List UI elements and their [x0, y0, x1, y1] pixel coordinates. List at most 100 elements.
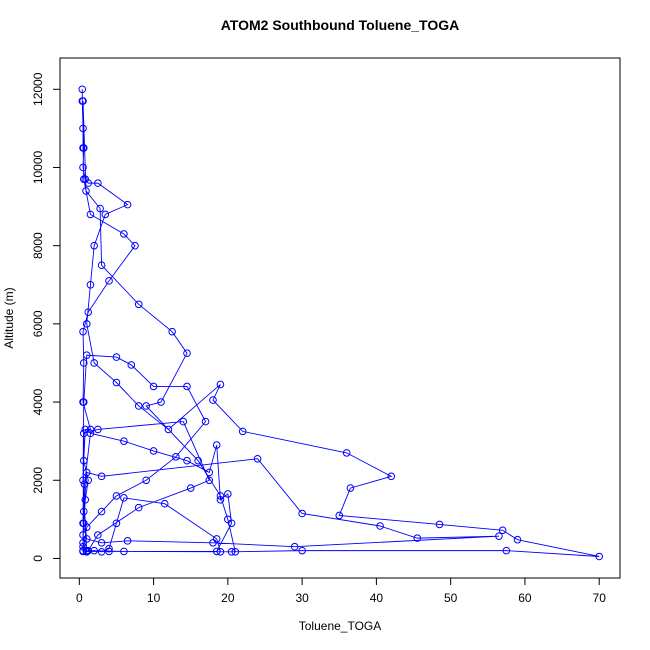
data-point — [123, 537, 132, 545]
y-tick-label: 12000 — [31, 72, 45, 106]
data-point — [253, 454, 262, 463]
chart-title: ATOM2 Southbound Toluene_TOGA — [221, 17, 460, 33]
data-point — [513, 535, 522, 544]
data-point — [97, 261, 106, 270]
data-point — [172, 452, 180, 461]
data-point — [205, 468, 214, 477]
data-point — [201, 417, 210, 426]
data-point — [86, 425, 95, 434]
data-point — [97, 539, 106, 547]
data-point — [238, 427, 247, 436]
data-point — [216, 380, 225, 389]
data-point — [179, 417, 188, 426]
data-point — [435, 520, 444, 529]
data-point — [164, 425, 173, 434]
data-point — [97, 548, 106, 556]
data-point — [81, 425, 90, 434]
data-point — [120, 230, 128, 238]
y-tick-label: 8000 — [31, 232, 45, 259]
data-point — [82, 547, 91, 556]
data-point — [112, 353, 121, 361]
data-point — [342, 449, 351, 457]
data-point — [120, 494, 128, 502]
x-tick-label: 0 — [76, 591, 83, 605]
data-point — [86, 280, 95, 289]
data-point — [79, 97, 87, 105]
x-axis-label: Toluene_TOGA — [299, 619, 382, 633]
data-point — [120, 437, 128, 445]
data-point — [78, 85, 87, 94]
data-point — [290, 542, 299, 551]
data-point — [101, 210, 110, 219]
y-tick-label: 10000 — [31, 150, 45, 184]
data-point — [186, 484, 195, 492]
data-point — [298, 546, 306, 555]
data-point — [94, 425, 102, 434]
y-tick-label: 6000 — [31, 310, 45, 337]
data-point — [227, 548, 236, 556]
data-point — [183, 382, 191, 391]
data-point — [502, 546, 511, 555]
data-point — [105, 547, 113, 556]
data-point — [183, 456, 191, 465]
data-point — [216, 496, 225, 504]
data-point — [82, 523, 91, 531]
data-point — [157, 398, 165, 406]
data-point — [168, 327, 176, 336]
data-point — [80, 480, 89, 488]
data-point — [212, 547, 221, 556]
data-point — [134, 300, 143, 309]
data-point — [346, 484, 355, 492]
data-point — [94, 179, 102, 187]
data-point — [298, 509, 306, 518]
data-point — [79, 542, 87, 551]
data-point — [105, 277, 113, 285]
data-point — [216, 548, 225, 556]
data-point — [595, 552, 604, 561]
data-point — [97, 472, 106, 481]
data-point — [149, 382, 158, 391]
data-point — [79, 359, 88, 367]
data-point — [81, 496, 90, 504]
data-point — [224, 490, 232, 498]
data-point — [96, 204, 104, 213]
data-point — [82, 351, 91, 359]
data-point — [79, 327, 87, 336]
data-point — [112, 519, 121, 528]
data-point — [134, 402, 143, 410]
data-point — [94, 531, 102, 539]
data-point — [142, 402, 150, 410]
data-point — [86, 210, 95, 219]
data-point — [90, 241, 98, 250]
data-point — [498, 526, 507, 535]
data-point — [79, 546, 87, 555]
data-point — [82, 320, 91, 328]
x-tick-label: 20 — [221, 591, 235, 605]
data-point — [209, 539, 217, 547]
data-point — [84, 308, 93, 316]
data-point — [205, 476, 214, 485]
data-point — [227, 519, 236, 528]
x-tick-label: 50 — [444, 591, 458, 605]
data-point — [82, 187, 90, 195]
data-point — [131, 241, 139, 250]
data-point — [84, 179, 93, 187]
data-point — [112, 378, 121, 387]
x-tick-label: 70 — [593, 591, 607, 605]
data-point — [387, 472, 396, 481]
data-point — [112, 492, 121, 500]
data-point — [134, 503, 143, 512]
data-point — [413, 534, 422, 542]
data-point — [120, 547, 128, 556]
data-point — [212, 441, 221, 449]
y-tick-label: 0 — [31, 555, 45, 562]
data-point — [183, 349, 191, 357]
data-line — [81, 89, 600, 557]
data-point — [495, 532, 503, 540]
data-point — [123, 200, 132, 209]
plot-frame — [59, 57, 621, 579]
data-point — [79, 531, 87, 539]
data-point — [194, 456, 202, 465]
data-point — [216, 492, 225, 500]
data-point — [209, 396, 217, 404]
